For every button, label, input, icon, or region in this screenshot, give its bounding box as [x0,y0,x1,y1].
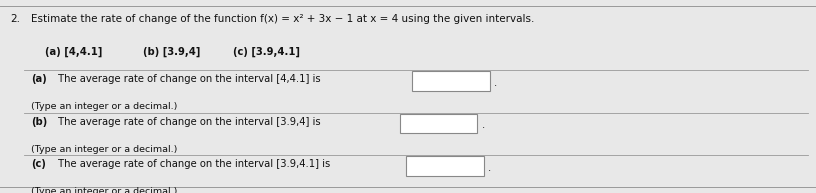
Text: (b): (b) [31,117,47,127]
Text: Estimate the rate of change of the function f(x) = x² + 3x − 1 at x = 4 using th: Estimate the rate of change of the funct… [31,14,534,24]
FancyBboxPatch shape [412,71,490,91]
FancyBboxPatch shape [400,114,477,133]
FancyBboxPatch shape [406,156,484,176]
Text: The average rate of change on the interval [3.9,4] is: The average rate of change on the interv… [55,117,321,127]
Text: .: . [494,78,497,88]
Text: 2.: 2. [10,14,20,24]
Text: .: . [481,120,485,130]
Text: (Type an integer or a decimal.): (Type an integer or a decimal.) [31,187,177,193]
Text: (Type an integer or a decimal.): (Type an integer or a decimal.) [31,102,177,111]
Text: .: . [488,163,491,173]
Text: (Type an integer or a decimal.): (Type an integer or a decimal.) [31,145,177,154]
Text: (b) [3.9,4]: (b) [3.9,4] [143,46,200,57]
Text: (a) [4,4.1]: (a) [4,4.1] [45,46,102,57]
Text: (c): (c) [31,159,46,169]
Text: (c) [3.9,4.1]: (c) [3.9,4.1] [233,46,299,57]
Text: The average rate of change on the interval [4,4.1] is: The average rate of change on the interv… [55,74,321,84]
Text: The average rate of change on the interval [3.9,4.1] is: The average rate of change on the interv… [55,159,330,169]
Text: (a): (a) [31,74,47,84]
